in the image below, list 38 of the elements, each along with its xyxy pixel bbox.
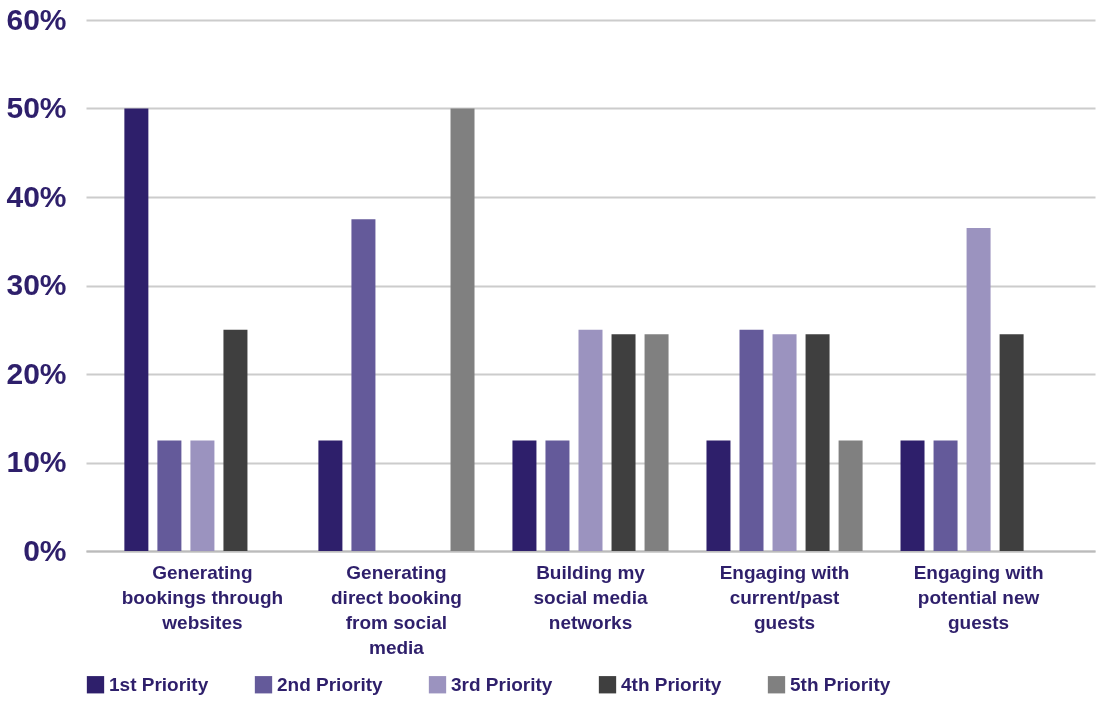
bar [545,440,570,551]
y-tick-label: 0% [23,533,67,567]
legend-label: 4th Priority [621,673,722,695]
y-tick-label: 60% [6,2,67,36]
y-tick-label: 20% [6,356,67,390]
bar [706,440,731,551]
y-tick-label: 50% [6,91,67,124]
bar [223,329,248,551]
bar [644,334,669,551]
x-tick-label: Engaging with potential new guests [913,561,1044,633]
bar [805,334,830,551]
legend-label: 5th Priority [790,673,891,695]
bar [578,329,603,551]
x-tick-label: Generating direct booking from social media [331,561,462,658]
bar [933,440,958,551]
bar [611,334,636,551]
bar [739,329,764,551]
y-tick-label: 10% [6,445,67,478]
bar [318,440,343,551]
bar [124,108,149,551]
legend-label: 1st Priority [109,673,209,695]
bar [900,440,925,551]
legend-label: 2nd Priority [277,673,384,695]
y-tick-label: 30% [6,268,67,301]
bar [838,440,863,551]
x-tick-label: Building my social media networks [533,561,648,633]
x-tick-label: Engaging with current/past guests [719,561,850,633]
bar [190,440,215,551]
bar [999,334,1024,551]
legend-label: 3rd Priority [451,673,553,695]
bar [450,108,475,551]
y-tick-label: 40% [6,179,67,213]
bar [512,440,537,551]
bar [772,334,797,551]
bar [966,227,991,551]
x-tick-label: Generating bookings through websites [121,561,284,633]
bar [351,219,376,551]
bar [157,440,182,551]
